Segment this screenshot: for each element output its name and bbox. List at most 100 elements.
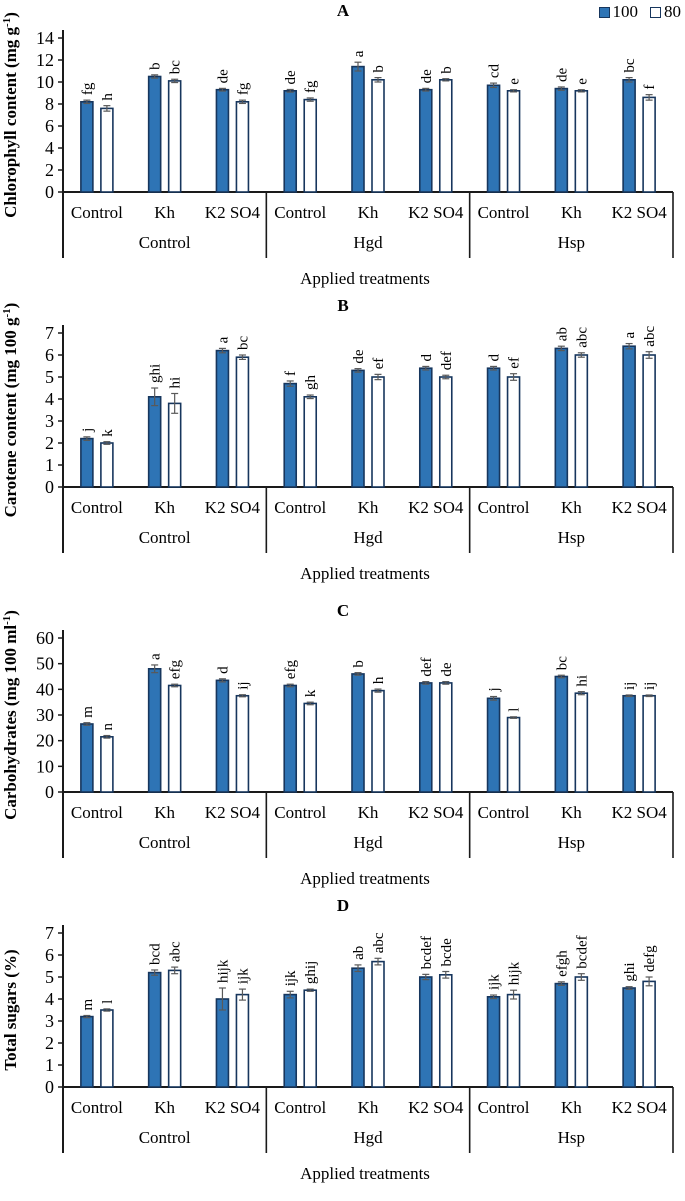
significance-letter: de [215, 69, 231, 84]
category-label: K2 SO4 [611, 203, 667, 222]
bar-100-Hsp-Control [486, 367, 501, 488]
significance-letter: f [283, 371, 299, 376]
category-label: K2 SO4 [611, 498, 667, 517]
y-axis-label: Total sugars (%) [1, 949, 20, 1070]
significance-letter: m [80, 706, 96, 718]
bar-100-Hgd-Control [283, 382, 298, 488]
significance-letter: defg [642, 945, 658, 972]
x-axis-title: Applied treatments [300, 869, 430, 888]
bar-100-Hgd-K2 SO4 [418, 976, 433, 1088]
significance-letter: abc [168, 941, 184, 962]
category-label: K2 SO4 [205, 203, 261, 222]
bar-100-Hgd-Kh [351, 967, 365, 1088]
bar-80-Control-K2 SO4 [235, 356, 250, 488]
y-tick-label: 6 [45, 945, 54, 965]
x-axis-title: Applied treatments [300, 269, 430, 288]
significance-letter: a [148, 653, 164, 660]
significance-letter: gh [303, 375, 319, 391]
bar-100-Hgd-Control [283, 90, 298, 193]
bar-80-Hgd-Kh [371, 960, 385, 1088]
category-label: Control [274, 498, 326, 517]
y-tick-label: 4 [45, 138, 54, 158]
significance-letter: a [622, 332, 638, 339]
bar-100-Control-Kh [147, 668, 162, 793]
bar-100-Control-K2 SO4 [215, 349, 230, 488]
bar-100-Hgd-K2 SO4 [418, 88, 433, 193]
significance-letter: de [439, 662, 455, 677]
bar-80-Control-K2 SO4 [235, 993, 250, 1088]
y-tick-label: 8 [45, 94, 54, 114]
significance-letter: ij [622, 682, 638, 690]
group-label: Hgd [353, 528, 383, 547]
bar-80-Control-K2 SO4 [235, 101, 250, 193]
significance-letter: cd [487, 63, 503, 78]
bar-80-Control-Kh [167, 684, 182, 793]
significance-letter: j [487, 687, 503, 692]
bar-100-Hsp-Kh [554, 675, 569, 793]
bar-80-Hsp-Control [506, 993, 521, 1088]
legend-label-80: 80 [664, 2, 681, 21]
significance-letter: e [574, 78, 590, 85]
bar-80-Hgd-Control [303, 98, 318, 193]
category-label: Kh [358, 498, 379, 517]
y-tick-label: 2 [45, 1033, 54, 1053]
y-tick-label: 6 [45, 116, 54, 136]
significance-letter: bc [235, 336, 251, 351]
significance-letter: de [351, 349, 367, 364]
category-label: Kh [358, 203, 379, 222]
category-label: Control [274, 203, 326, 222]
category-label: Kh [561, 203, 582, 222]
y-tick-label: 10 [36, 72, 54, 92]
category-label: K2 SO4 [408, 1098, 464, 1117]
y-axis-label: Carbohydrates (mg 100 ml-1) [1, 610, 20, 820]
bar-80-Hsp-K2 SO4 [642, 980, 656, 1088]
group-label: Control [139, 833, 191, 852]
bar-80-Hsp-K2 SO4 [642, 354, 656, 488]
chart-panel-c: C Carbohydrates (mg 100 ml-1) 0 10 20 30 40 50 6… [1, 601, 674, 888]
bar-100-Hgd-K2 SO4 [418, 367, 433, 488]
y-tick-label: 2 [45, 160, 54, 180]
bar-100-Control-K2 SO4 [215, 998, 230, 1088]
y-tick-label: 7 [45, 923, 54, 943]
category-label: Control [71, 1098, 123, 1117]
group-label: Control [139, 233, 191, 252]
y-axis-label: Chlorophyll content (mg g-1) [1, 12, 20, 218]
bar-100-Hgd-Control [283, 684, 298, 793]
y-tick-label: 1 [45, 1055, 54, 1075]
significance-letter: ab [351, 946, 367, 960]
y-tick-label: 2 [45, 433, 54, 453]
significance-letter: hijk [507, 961, 523, 985]
panel-title: A [337, 1, 350, 20]
significance-letter: n [100, 723, 116, 731]
bar-80-Hgd-K2 SO4 [438, 974, 453, 1088]
y-tick-label: 0 [45, 477, 54, 497]
group-label: Control [139, 528, 191, 547]
x-axis-title: Applied treatments [300, 564, 430, 583]
bar-80-Hsp-Kh [574, 354, 589, 488]
significance-letter: b [148, 62, 164, 70]
bar-80-Hgd-K2 SO4 [438, 682, 453, 793]
category-label: Kh [154, 1098, 175, 1117]
bar-80-Hsp-K2 SO4 [642, 694, 656, 793]
category-label: Control [71, 803, 123, 822]
bar-100-Control-Control [80, 101, 94, 193]
bar-100-Control-Kh [147, 971, 162, 1088]
category-label: K2 SO4 [408, 203, 464, 222]
group-label: Hsp [558, 833, 585, 852]
significance-letter: bcdef [574, 935, 590, 968]
category-label: K2 SO4 [205, 498, 261, 517]
significance-letter: m [80, 999, 96, 1011]
category-label: K2 SO4 [408, 803, 464, 822]
significance-letter: e [507, 78, 523, 85]
y-tick-label: 0 [45, 782, 54, 802]
category-label: Kh [561, 1098, 582, 1117]
significance-letter: d [419, 353, 435, 361]
bar-100-Hsp-K2 SO4 [622, 345, 636, 488]
y-tick-label: 50 [36, 654, 54, 674]
significance-letter: ij [642, 682, 658, 690]
significance-letter: de [283, 70, 299, 85]
bar-100-Hsp-Control [486, 996, 501, 1088]
legend-item-80: 80 [650, 2, 681, 22]
